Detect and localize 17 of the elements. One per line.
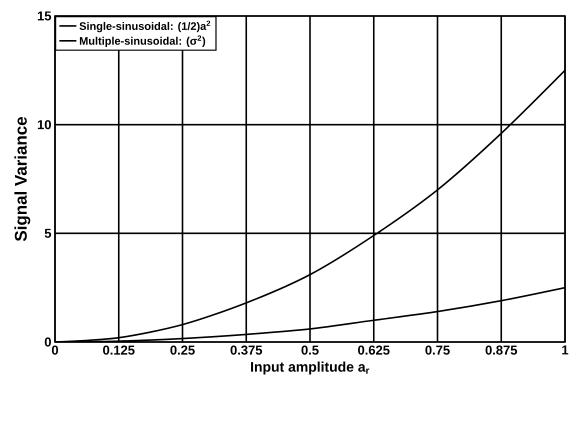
y-tick-label: 10 <box>38 120 51 130</box>
x-tick-label: 0.75 <box>425 346 450 355</box>
legend-label: Multiple-sinusoidal: (σ$^{2}$) <box>80 35 206 47</box>
x-tick-label: 1 <box>562 346 568 354</box>
x-tick-label: 0.625 <box>358 346 390 355</box>
y-tick-label: 15 <box>38 11 52 21</box>
x-tick-label: 0.125 <box>103 346 135 355</box>
x-tick-label: 0.25 <box>170 346 195 355</box>
x-tick-label: 0.5 <box>302 346 319 355</box>
y-tick-label: 0 <box>44 337 51 347</box>
y-axis-title: Signal Variance <box>14 116 30 242</box>
x-tick-label: 0.375 <box>230 346 262 355</box>
y-tick-label: 5 <box>44 228 52 238</box>
x-tick-label: 0.875 <box>486 346 518 355</box>
legend-label: Single-sinusoidal: (1/2)a$^{2}$ <box>79 20 210 32</box>
x-axis-title: Input amplitude a$_{r}$ <box>251 362 370 375</box>
x-tick-label: 0 <box>52 346 58 355</box>
